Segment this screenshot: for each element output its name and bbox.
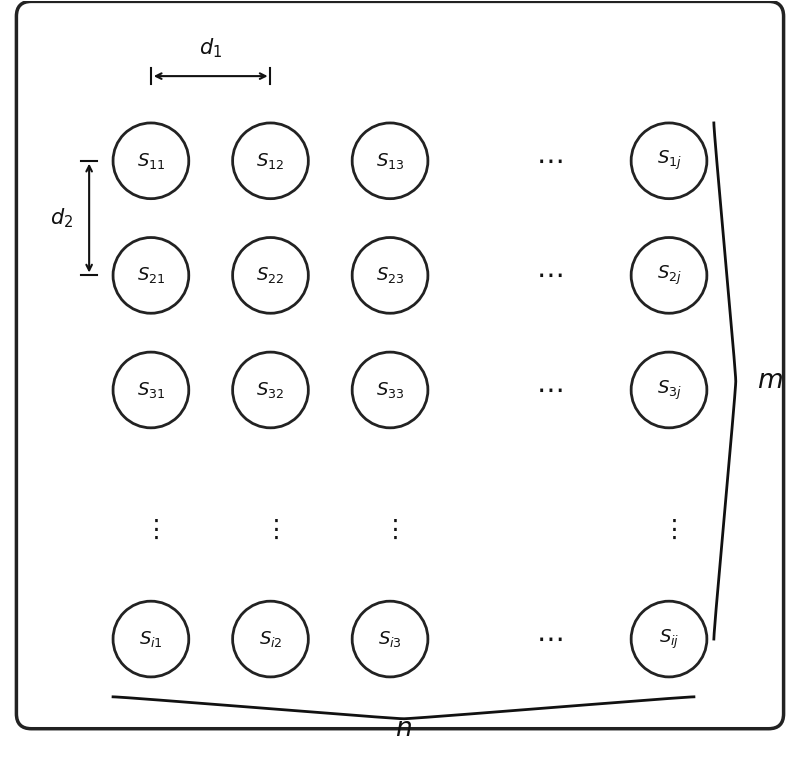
Circle shape — [631, 123, 707, 198]
Circle shape — [631, 238, 707, 313]
Text: $S_{23}$: $S_{23}$ — [376, 265, 404, 286]
Text: $d_1$: $d_1$ — [199, 36, 222, 60]
Circle shape — [352, 352, 428, 428]
Circle shape — [352, 601, 428, 677]
Circle shape — [113, 352, 189, 428]
Text: $S_{ij}$: $S_{ij}$ — [658, 628, 679, 651]
Text: $S_{i3}$: $S_{i3}$ — [378, 629, 402, 649]
Text: $\cdots$: $\cdots$ — [536, 625, 562, 653]
Text: $S_{13}$: $S_{13}$ — [376, 150, 404, 171]
Text: $\vdots$: $\vdots$ — [661, 518, 677, 541]
Text: $S_{22}$: $S_{22}$ — [256, 265, 285, 286]
Circle shape — [352, 123, 428, 198]
Text: $S_{21}$: $S_{21}$ — [137, 265, 165, 286]
Text: $d_2$: $d_2$ — [50, 206, 73, 230]
Circle shape — [113, 601, 189, 677]
Text: $\vdots$: $\vdots$ — [143, 518, 158, 541]
Circle shape — [233, 352, 308, 428]
Text: $S_{2j}$: $S_{2j}$ — [657, 264, 682, 287]
Text: $\vdots$: $\vdots$ — [262, 518, 278, 541]
Text: $S_{32}$: $S_{32}$ — [256, 380, 285, 400]
Text: $S_{11}$: $S_{11}$ — [137, 150, 165, 171]
Text: $S_{1j}$: $S_{1j}$ — [657, 149, 682, 173]
Text: $n$: $n$ — [394, 716, 411, 741]
Text: $S_{i2}$: $S_{i2}$ — [258, 629, 282, 649]
Text: $S_{3j}$: $S_{3j}$ — [657, 378, 682, 401]
Circle shape — [233, 238, 308, 313]
Text: $\vdots$: $\vdots$ — [382, 518, 398, 541]
Text: $\cdots$: $\cdots$ — [536, 147, 562, 175]
FancyBboxPatch shape — [17, 2, 783, 729]
Text: $S_{i1}$: $S_{i1}$ — [139, 629, 163, 649]
Circle shape — [352, 238, 428, 313]
Text: $m$: $m$ — [757, 369, 782, 394]
Circle shape — [113, 238, 189, 313]
Text: $S_{12}$: $S_{12}$ — [256, 150, 285, 171]
Text: $\cdots$: $\cdots$ — [536, 376, 562, 404]
Circle shape — [631, 601, 707, 677]
Circle shape — [631, 352, 707, 428]
Text: $S_{31}$: $S_{31}$ — [137, 380, 165, 400]
Text: $\cdots$: $\cdots$ — [536, 261, 562, 290]
Circle shape — [113, 123, 189, 198]
Circle shape — [233, 601, 308, 677]
Text: $S_{33}$: $S_{33}$ — [376, 380, 404, 400]
Circle shape — [233, 123, 308, 198]
